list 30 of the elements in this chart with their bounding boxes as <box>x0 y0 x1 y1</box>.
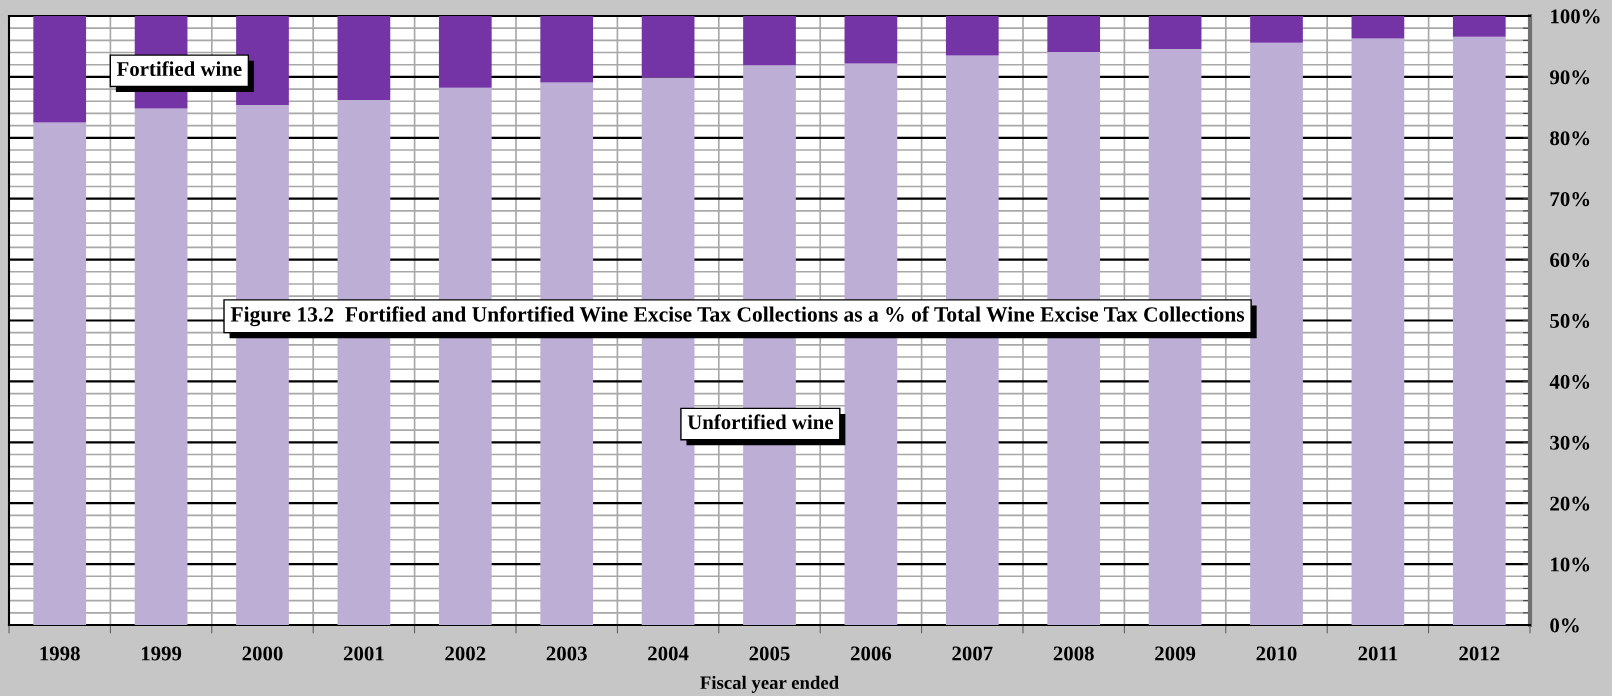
y-tick-label: 90% <box>1550 70 1590 85</box>
x-tick-label: 2009 <box>1155 646 1196 661</box>
x-tick-label: 2004 <box>648 646 689 661</box>
text: Figure 13.2 Fortified and Unfortified Wine Excise Tax Collections as a % of Total Wine Excise Tax Collections <box>230 306 1245 327</box>
x-axis-title: Fiscal year ended <box>700 675 839 693</box>
y-tick-label: 80% <box>1550 131 1590 146</box>
x-tick-label: 2003 <box>546 646 587 661</box>
x-tick-label: 2005 <box>749 646 790 661</box>
y-tick-label: 30% <box>1550 435 1590 450</box>
x-tick-label: 2008 <box>1053 646 1094 661</box>
series-label: Unfortified wine <box>687 414 834 430</box>
y-tick-label: 20% <box>1550 496 1590 511</box>
x-tick-label: 2002 <box>445 646 486 661</box>
y-tick-label: 0% <box>1550 618 1579 633</box>
x-tick-label: 2006 <box>850 646 892 661</box>
series-label: Fortified wine <box>116 61 242 77</box>
y-tick-label: 60% <box>1550 252 1590 268</box>
x-tick-label: 1999 <box>141 646 182 661</box>
x-tick-label: 2007 <box>952 646 993 661</box>
y-tick-label: 40% <box>1549 374 1590 389</box>
x-tick-label: 2001 <box>343 646 384 661</box>
y-tick-label: 50% <box>1550 313 1590 328</box>
y-tick-label: 70% <box>1550 192 1590 207</box>
y-tick-label: 10% <box>1551 557 1590 572</box>
x-tick-label: 2010 <box>1256 646 1297 661</box>
x-tick-label: 1998 <box>40 646 80 661</box>
x-tick-label: 2000 <box>242 646 283 661</box>
x-tick-label: 2012 <box>1459 646 1500 661</box>
y-tick-label: 100% <box>1551 9 1600 24</box>
x-tick-label: 2011 <box>1358 646 1398 661</box>
